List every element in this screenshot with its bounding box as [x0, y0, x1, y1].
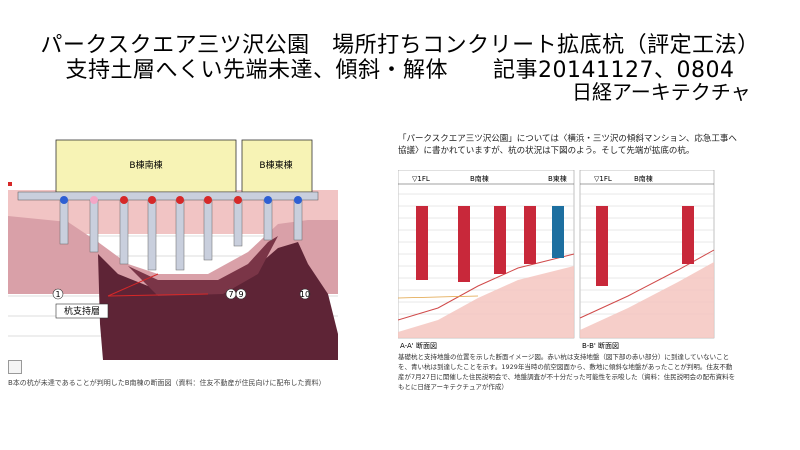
grid-9-label: 9: [238, 290, 243, 299]
pile-marker-red: [234, 196, 242, 204]
grid-1-label: 1: [55, 290, 60, 299]
pile-marker-red: [204, 196, 212, 204]
panel-aa-soil-line: [398, 253, 575, 321]
panel-aa-orange-line: [398, 295, 479, 299]
left-cross-section: B棟南棟 B棟東棟 1 7 9 10 杭支持層: [8, 139, 338, 360]
panel-bb-south-label: B南棟: [634, 174, 653, 183]
panel-aa-south-label: B南棟: [470, 174, 489, 183]
panel-aa-east-label: B東棟: [548, 174, 567, 183]
grid-7-label: 7: [228, 290, 233, 299]
indicator-line: [107, 293, 209, 297]
panel-bb-piles: [596, 206, 694, 286]
panel-aa-piles: [416, 206, 564, 282]
bearing-layer-box: [55, 303, 109, 319]
panel-aa-caption: A-A' 断面図: [400, 341, 437, 350]
page-title-line1: パークスクエア三ツ沢公園 場所打ちコンクリート拡底杭（評定工法）: [40, 33, 760, 58]
indicator-line: [107, 273, 159, 297]
building-south: [55, 139, 237, 193]
panel-aa-soil: [398, 266, 574, 338]
pile-marker-blue: [60, 196, 68, 204]
panel-bb-soil-line: [579, 249, 715, 319]
bearing-layer-label: 杭支持層: [64, 305, 100, 317]
panel-bb-soil: [580, 262, 714, 338]
building-south-label: B棟南棟: [129, 159, 162, 171]
foundation-slab: [17, 191, 319, 201]
soil-deep-layer: [98, 242, 338, 360]
soil-deep-layer-2: [128, 236, 278, 296]
source-label: 日経アーキテクチャ: [572, 80, 751, 104]
page-title-line2: 支持土層へくい先端未達、傾斜・解体 記事20141127、0804: [65, 58, 735, 83]
right-intro-text: 「パークスクエア三ツ沢公園」については〈横浜・三ツ沢の傾斜マンション、応急工事へ…: [398, 134, 737, 156]
pile-marker-blue: [294, 196, 302, 204]
pile-marker-red: [176, 196, 184, 204]
panel-bb-caption: B-B' 断面図: [582, 341, 619, 350]
building-east-label: B棟東棟: [259, 159, 292, 171]
right-cross-sections: ▽1FL B南棟 B東棟 A-A' 断面図 ▽1FL B南棟 B-B' 断面図: [398, 170, 715, 350]
pile-marker-pink: [90, 196, 98, 204]
pile-marker-blue: [264, 196, 272, 204]
pile-marker-red: [148, 196, 156, 204]
pile-marker-red: [120, 196, 128, 204]
right-figure-caption: 基礎杭と支持地盤の位置を示した断面イメージ図。赤い杭は支持地盤（図下部の赤い部分…: [398, 353, 736, 391]
left-edge-marker: [8, 182, 12, 186]
left-figure-caption: B本の杭が未達であることが判明したB南棟の断面図（資料：住友不動産が住民向けに配…: [8, 379, 326, 387]
grid-markers: 1 7 9 10: [52, 288, 311, 300]
panel-bb-floor-label: ▽1FL: [594, 175, 612, 183]
panel-aa-floor-label: ▽1FL: [412, 175, 430, 183]
grid-10-label: 10: [300, 290, 310, 299]
building-east: [241, 139, 313, 193]
broken-image-icon: [8, 360, 22, 374]
